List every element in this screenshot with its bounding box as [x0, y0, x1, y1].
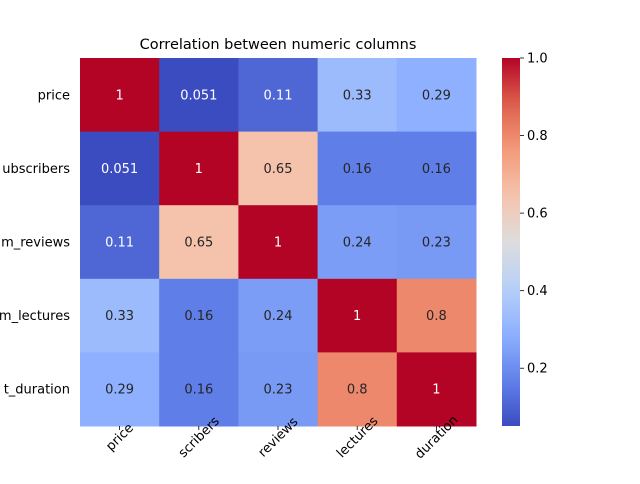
colorbar-tick-label-2: 0.6	[527, 207, 548, 222]
cell-value-0-2: 0.11	[264, 88, 293, 103]
heatmap-cell-3-4	[396, 278, 477, 353]
heatmap-cell-1-0	[80, 131, 160, 206]
cell-value-4-1: 0.16	[184, 383, 213, 398]
colorbar-tick-label-4: 1.0	[527, 52, 548, 67]
colorbar-gradient	[502, 58, 520, 426]
y-label-2: m_reviews	[1, 236, 70, 251]
cell-value-2-0: 0.11	[105, 236, 134, 251]
cell-value-1-2: 0.65	[264, 162, 293, 177]
y-label-0: price	[38, 88, 70, 103]
colorbar-tick-label-0: 0.2	[527, 362, 548, 377]
chart-title: Correlation between numeric columns	[140, 37, 417, 53]
cell-value-1-3: 0.16	[343, 162, 372, 177]
heatmap-cell-4-0	[80, 352, 160, 427]
heatmap-cell-1-2	[238, 131, 319, 206]
heatmap-cell-0-3	[317, 58, 398, 133]
cell-value-4-3: 0.8	[347, 383, 368, 398]
cell-value-0-3: 0.33	[343, 88, 372, 103]
colorbar-tick-label-3: 0.8	[527, 129, 548, 144]
heatmap-cell-0-2	[238, 58, 319, 133]
heatmap-cell-0-0	[80, 58, 160, 133]
cell-value-4-2: 0.23	[264, 383, 293, 398]
cell-value-2-2: 1	[274, 236, 282, 251]
heatmap-cell-4-2	[238, 352, 319, 427]
cell-value-1-4: 0.16	[422, 162, 451, 177]
cell-value-3-1: 0.16	[184, 309, 213, 324]
cell-value-2-1: 0.65	[184, 236, 213, 251]
cell-value-4-0: 0.29	[105, 383, 134, 398]
cell-value-0-1: 0.051	[180, 88, 217, 103]
cell-value-3-3: 1	[353, 309, 361, 324]
heatmap-cell-2-1	[159, 205, 239, 280]
heatmap-cell-1-4	[396, 131, 477, 206]
y-axis-labels: price ubscribers m_reviews m_lectures t_dura…	[0, 88, 70, 398]
colorbar: 0.2 0.4 0.6 0.8 1.0	[502, 52, 548, 426]
heatmap-cell-2-4	[396, 205, 477, 280]
cell-value-3-4: 0.8	[426, 309, 447, 324]
heatmap-cell-3-2	[238, 278, 319, 353]
cell-value-3-2: 0.24	[264, 309, 293, 324]
colorbar-tick-label-1: 0.4	[527, 284, 548, 299]
heatmap-cell-4-1	[159, 352, 239, 427]
cell-value-0-0: 1	[115, 88, 123, 103]
cell-value-2-4: 0.23	[422, 236, 451, 251]
heatmap-cell-3-0	[80, 278, 160, 353]
cell-value-1-1: 1	[195, 162, 203, 177]
heatmap-cell-3-3	[317, 278, 398, 353]
heatmap-cell-0-4	[396, 58, 477, 133]
heatmap-cell-1-1	[159, 131, 239, 206]
heatmap-cell-2-3	[317, 205, 398, 280]
cell-value-4-4: 1	[432, 383, 440, 398]
y-label-3: m_lectures	[0, 309, 70, 324]
heatmap-cell-0-1	[159, 58, 239, 133]
cell-value-2-3: 0.24	[343, 236, 372, 251]
y-label-4: t_duration	[4, 383, 70, 398]
heatmap-cell-2-0	[80, 205, 160, 280]
heatmap-cell-4-3	[317, 352, 398, 427]
cell-value-3-0: 0.33	[105, 309, 134, 324]
y-label-1: ubscribers	[2, 162, 70, 177]
cell-value-0-4: 0.29	[422, 88, 451, 103]
heatmap-cell-2-2	[238, 205, 319, 280]
cell-annotations: 1 0.051 0.11 0.33 0.29 0.051 1 0.65 0.16 0.16 0.11…	[101, 88, 451, 397]
heatmap-cell-3-1	[159, 278, 239, 353]
heatmap-cell-1-3	[317, 131, 398, 206]
heatmap-cell-4-4	[396, 352, 477, 427]
heatmap-cells	[80, 58, 477, 427]
cell-value-1-0: 0.051	[101, 162, 138, 177]
